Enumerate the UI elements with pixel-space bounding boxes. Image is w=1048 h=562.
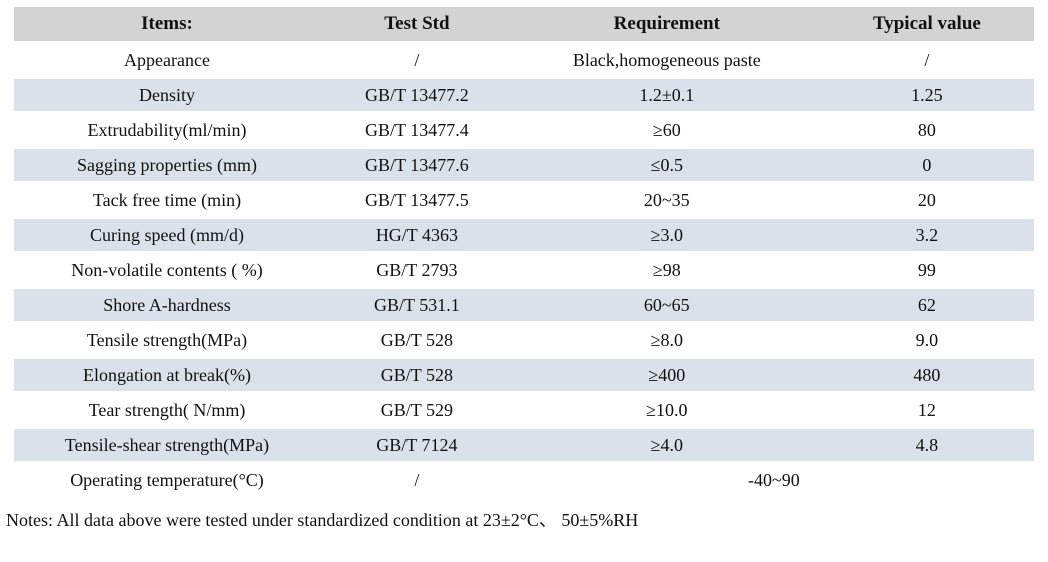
typical-value-cell: 3.2 [819, 219, 1034, 251]
typical-value-cell: / [819, 44, 1034, 76]
table-row: Extrudability(ml/min) GB/T 13477.4 ≥60 80 [14, 114, 1034, 146]
typical-value-cell: 4.8 [819, 429, 1034, 461]
item-cell: Extrudability(ml/min) [14, 114, 320, 146]
table-row: Non-volatile contents ( %) GB/T 2793 ≥98 99 [14, 254, 1034, 286]
item-cell: Tack free time (min) [14, 184, 320, 216]
test-std-cell: GB/T 531.1 [320, 289, 514, 321]
item-cell: Appearance [14, 44, 320, 76]
item-cell: Tear strength( N/mm) [14, 394, 320, 426]
item-cell: Curing speed (mm/d) [14, 219, 320, 251]
test-std-cell: / [320, 44, 514, 76]
col-header-test-std: Test Std [320, 7, 514, 41]
table-row: Tear strength( N/mm) GB/T 529 ≥10.0 12 [14, 394, 1034, 426]
table-row: Density GB/T 13477.2 1.2±0.1 1.25 [14, 79, 1034, 111]
test-std-cell: GB/T 13477.6 [320, 149, 514, 181]
test-std-cell: GB/T 528 [320, 324, 514, 356]
spec-table: Items: Test Std Requirement Typical valu… [14, 4, 1034, 499]
requirement-cell: ≥3.0 [513, 219, 820, 251]
typical-value-cell: 0 [819, 149, 1034, 181]
test-std-cell: / [320, 464, 514, 496]
notes-line: Notes: All data above were tested under … [6, 510, 639, 530]
typical-value-cell: 80 [819, 114, 1034, 146]
table-row: Curing speed (mm/d) HG/T 4363 ≥3.0 3.2 [14, 219, 1034, 251]
requirement-cell: ≥400 [513, 359, 820, 391]
item-cell: Elongation at break(%) [14, 359, 320, 391]
requirement-cell: -40~90 [513, 464, 1034, 496]
typical-value-cell: 480 [819, 359, 1034, 391]
item-cell: Tensile-shear strength(MPa) [14, 429, 320, 461]
item-cell: Operating temperature(°C) [14, 464, 320, 496]
header-row: Items: Test Std Requirement Typical valu… [14, 7, 1034, 41]
requirement-cell: ≥98 [513, 254, 820, 286]
test-std-cell: HG/T 4363 [320, 219, 514, 251]
requirement-cell: 60~65 [513, 289, 820, 321]
item-cell: Sagging properties (mm) [14, 149, 320, 181]
typical-value-cell: 1.25 [819, 79, 1034, 111]
col-header-typical-value: Typical value [819, 7, 1034, 41]
requirement-cell: 1.2±0.1 [513, 79, 820, 111]
requirement-cell: ≥4.0 [513, 429, 820, 461]
typical-value-cell: 9.0 [819, 324, 1034, 356]
typical-value-cell: 99 [819, 254, 1034, 286]
table-row: Sagging properties (mm) GB/T 13477.6 ≤0.5 0 [14, 149, 1034, 181]
table-row: Elongation at break(%) GB/T 528 ≥400 480 [14, 359, 1034, 391]
test-std-cell: GB/T 13477.2 [320, 79, 514, 111]
table-row: Operating temperature(°C) / -40~90 [14, 464, 1034, 496]
requirement-cell: 20~35 [513, 184, 820, 216]
item-cell: Density [14, 79, 320, 111]
test-std-cell: GB/T 13477.4 [320, 114, 514, 146]
table-row: Tensile strength(MPa) GB/T 528 ≥8.0 9.0 [14, 324, 1034, 356]
col-header-requirement: Requirement [513, 7, 820, 41]
test-std-cell: GB/T 529 [320, 394, 514, 426]
test-std-cell: GB/T 13477.5 [320, 184, 514, 216]
typical-value-cell: 20 [819, 184, 1034, 216]
test-std-cell: GB/T 2793 [320, 254, 514, 286]
table-body: Appearance / Black,homogeneous paste / Densi… [14, 44, 1034, 496]
test-std-cell: GB/T 7124 [320, 429, 514, 461]
typical-value-cell: 62 [819, 289, 1034, 321]
requirement-cell: ≥8.0 [513, 324, 820, 356]
table-row: Shore A-hardness GB/T 531.1 60~65 62 [14, 289, 1034, 321]
requirement-cell: ≥60 [513, 114, 820, 146]
table-row: Tack free time (min) GB/T 13477.5 20~35 20 [14, 184, 1034, 216]
requirement-cell: Black,homogeneous paste [513, 44, 820, 76]
item-cell: Tensile strength(MPa) [14, 324, 320, 356]
requirement-cell: ≤0.5 [513, 149, 820, 181]
requirement-cell: ≥10.0 [513, 394, 820, 426]
item-cell: Shore A-hardness [14, 289, 320, 321]
col-header-items: Items: [14, 7, 320, 41]
product-spec-sheet: Items: Test Std Requirement Typical valu… [0, 4, 1048, 562]
test-std-cell: GB/T 528 [320, 359, 514, 391]
item-cell: Non-volatile contents ( %) [14, 254, 320, 286]
table-row: Appearance / Black,homogeneous paste / [14, 44, 1034, 76]
table-row: Tensile-shear strength(MPa) GB/T 7124 ≥4.0… [14, 429, 1034, 461]
typical-value-cell: 12 [819, 394, 1034, 426]
